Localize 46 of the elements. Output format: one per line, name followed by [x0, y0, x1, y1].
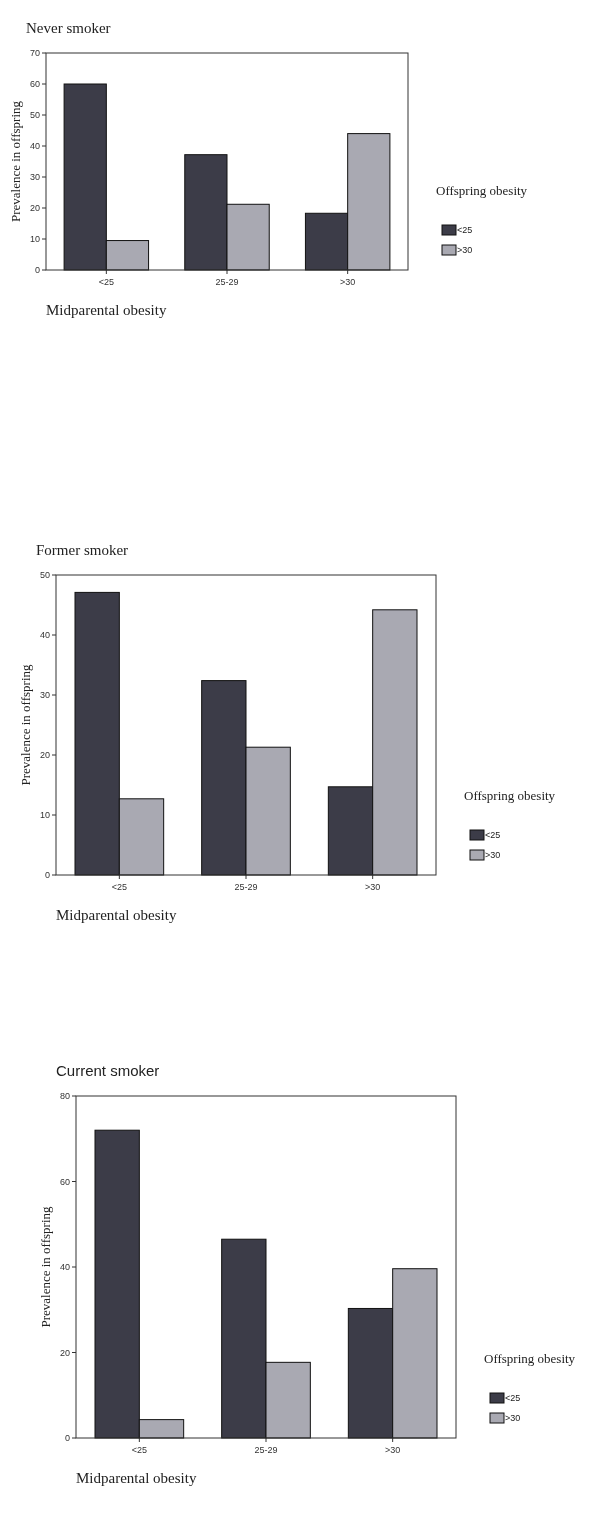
y-tick-label: 70	[29, 48, 40, 59]
y-tick-label: 20	[39, 750, 50, 761]
legend-label: >30	[505, 1413, 521, 1423]
y-tick-label: 20	[29, 203, 40, 214]
y-tick-label: 60	[59, 1176, 70, 1187]
x-tick-label: <25	[98, 277, 114, 287]
legend-title: Offspring obesity	[436, 183, 528, 198]
x-tick-label: 25-29	[234, 882, 258, 892]
legend-label: <25	[505, 1393, 521, 1403]
x-tick-label: >30	[385, 1445, 401, 1455]
y-tick-label: 50	[29, 110, 40, 121]
y-tick-label: 40	[29, 141, 40, 152]
y-tick-label: 80	[59, 1091, 70, 1102]
y-axis-title: Prevalence in offspring	[38, 1205, 53, 1328]
x-tick-label: 25-29	[254, 1445, 278, 1455]
y-tick-label: 0	[34, 265, 40, 276]
chart-title: Former smoker	[36, 542, 129, 558]
x-axis-title: Midparental obesity	[76, 1470, 197, 1486]
legend-label: <25	[485, 830, 501, 840]
x-tick-label: >30	[340, 277, 356, 287]
y-axis-title: Prevalence in offspring	[8, 100, 23, 223]
y-tick-label: 50	[39, 570, 50, 581]
legend-title: Offspring obesity	[484, 1351, 576, 1366]
y-tick-label: 10	[29, 234, 40, 245]
y-tick-label: 40	[59, 1262, 70, 1273]
chart-title: Never smoker	[26, 20, 111, 36]
x-tick-label: 25-29	[215, 277, 239, 287]
x-tick-label: <25	[131, 1445, 147, 1455]
x-axis-title: Midparental obesity	[46, 302, 167, 318]
y-tick-label: 30	[29, 172, 40, 183]
x-tick-label: <25	[111, 882, 127, 892]
y-tick-label: 0	[64, 1433, 70, 1444]
x-tick-label: >30	[365, 882, 381, 892]
chart-title: Current smoker	[56, 1062, 160, 1079]
y-tick-label: 60	[29, 79, 40, 90]
legend-title: Offspring obesity	[464, 788, 556, 803]
y-tick-label: 0	[44, 870, 50, 881]
legend-label: <25	[457, 225, 473, 235]
legend-label: >30	[457, 245, 473, 255]
y-axis-title: Prevalence in offspring	[18, 663, 33, 786]
x-axis-title: Midparental obesity	[56, 907, 177, 923]
y-tick-label: 30	[39, 690, 50, 701]
y-tick-label: 20	[59, 1347, 70, 1358]
legend-label: >30	[485, 850, 501, 860]
y-tick-label: 10	[39, 810, 50, 821]
y-tick-label: 40	[39, 630, 50, 641]
